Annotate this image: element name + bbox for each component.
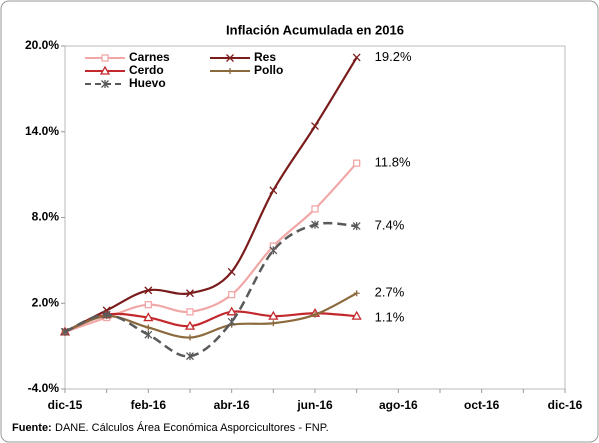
x-tick-label: dic-15	[48, 398, 83, 412]
marker	[102, 310, 111, 319]
legend-marker	[226, 54, 234, 62]
marker	[227, 267, 236, 276]
y-tick-label: -4.0%	[28, 381, 60, 395]
marker	[269, 186, 278, 195]
series-line	[64, 221, 357, 358]
x-tick-label: feb-16	[131, 398, 167, 412]
marker	[311, 122, 319, 130]
marker	[269, 246, 278, 255]
y-tick-label: 2.0%	[32, 295, 60, 309]
data-label: 2.7%	[375, 285, 405, 300]
legend-label: Huevo	[129, 76, 166, 90]
data-label: 19.2%	[375, 49, 412, 64]
marker	[226, 306, 237, 316]
legend-label: Res	[254, 50, 276, 64]
marker	[353, 159, 361, 167]
x-tick-label: oct-16	[464, 398, 500, 412]
data-label: 11.8%	[375, 155, 411, 170]
x-tick-label: ago-16	[379, 398, 418, 412]
marker	[144, 286, 153, 295]
marker	[184, 320, 196, 330]
chart-title: Inflación Acumulada en 2016	[226, 22, 404, 37]
marker	[352, 53, 361, 62]
y-tick-label: 14.0%	[25, 124, 59, 138]
marker	[144, 330, 153, 339]
legend-marker	[101, 80, 109, 88]
y-tick-label: 8.0%	[32, 210, 60, 224]
source-label: Fuente:	[12, 422, 52, 434]
marker	[61, 327, 69, 336]
marker	[143, 312, 154, 322]
marker	[186, 352, 194, 361]
marker	[228, 291, 236, 299]
x-tick-label: abr-16	[214, 398, 250, 412]
marker	[227, 317, 236, 326]
marker	[312, 311, 318, 318]
legend-marker	[227, 68, 233, 74]
marker	[145, 324, 152, 331]
marker	[144, 301, 152, 309]
marker	[311, 220, 319, 229]
y-tick-label: 20.0%	[25, 38, 59, 52]
marker	[268, 310, 279, 320]
marker	[311, 205, 319, 213]
marker	[352, 222, 361, 231]
source-text: DANE. Cálculos Área Económica Asporcicul…	[55, 421, 329, 434]
marker	[186, 308, 194, 316]
x-tick-label: jun-16	[296, 398, 333, 412]
legend-label: Cerdo	[129, 63, 164, 77]
marker	[187, 334, 193, 341]
legend-marker	[99, 65, 111, 75]
legend-label: Pollo	[254, 63, 283, 77]
legend-label: Carnes	[129, 50, 170, 64]
marker	[351, 310, 362, 320]
x-tick-label: dic-16	[548, 398, 583, 412]
marker	[186, 289, 194, 298]
legend-marker	[101, 54, 109, 62]
data-label: 1.1%	[375, 310, 405, 325]
marker	[353, 290, 360, 297]
marker	[270, 320, 277, 327]
data-label: 7.4%	[375, 218, 405, 233]
